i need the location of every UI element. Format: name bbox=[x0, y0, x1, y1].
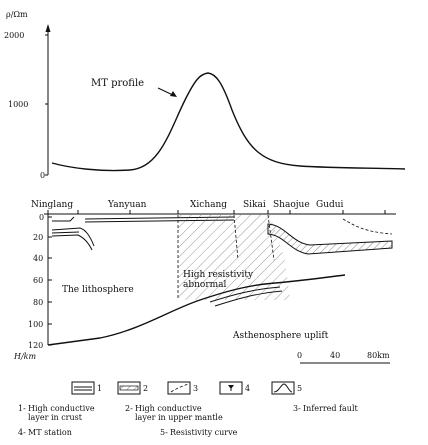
legend-item-5-line1: Resistivity curve bbox=[170, 428, 238, 437]
station-shaojue: Shaojue bbox=[273, 200, 310, 210]
scale-bar: 0 40 80km bbox=[297, 351, 390, 364]
scale-80km: 80km bbox=[367, 351, 390, 360]
legend-item-2-line1: High conductive bbox=[135, 404, 202, 413]
high-resistivity-zone bbox=[178, 215, 290, 300]
legend-item-1-num: 1- bbox=[18, 404, 26, 413]
legend-item-3-line1: Inferred fault bbox=[303, 404, 358, 413]
resistivity-curve bbox=[51, 72, 406, 172]
station-ninglang: Ninglang bbox=[31, 200, 73, 210]
depth-ticks bbox=[48, 216, 52, 346]
mantle-conductor-right bbox=[267, 223, 393, 255]
resistivity-tick-1000: 1000 bbox=[8, 100, 28, 109]
legend-item-3-num: 3- bbox=[293, 404, 301, 413]
resistivity-tick-0: 0 bbox=[40, 171, 45, 180]
section-panel: 0 20 40 60 80 100 120 H/km The lithosphe… bbox=[13, 210, 396, 364]
station-yanyuan: Yanyuan bbox=[107, 200, 147, 210]
label-high-resistivity-1: High resistivity bbox=[183, 270, 254, 280]
resistivity-axis-unit: ρ/Ωm bbox=[6, 10, 28, 19]
legend-number-3: 3 bbox=[193, 384, 198, 393]
depth-tick-80: 80 bbox=[33, 298, 43, 307]
depth-unit: H/km bbox=[13, 352, 37, 361]
legend-item-2-num: 2- bbox=[125, 404, 133, 413]
legend-symbol-2 bbox=[117, 381, 141, 395]
label-lithosphere: The lithosphere bbox=[62, 285, 134, 295]
left-conductor-top bbox=[51, 227, 95, 247]
legend-item-2-line2: layer in upper mantle bbox=[135, 413, 223, 422]
left-conductor-bottom bbox=[51, 234, 93, 251]
depth-tick-120: 120 bbox=[28, 341, 43, 350]
legend-symbol-1 bbox=[71, 381, 95, 395]
mt-profile-label: MT profile bbox=[91, 78, 144, 89]
resistivity-axis-arrow bbox=[45, 24, 51, 32]
legend-number-5: 5 bbox=[297, 384, 302, 393]
resistivity-tick-2000: 2000 bbox=[4, 31, 24, 40]
depth-tick-40: 40 bbox=[33, 254, 43, 263]
legend-symbol-4 bbox=[219, 381, 243, 395]
legend-symbol-3 bbox=[167, 381, 191, 395]
depth-tick-0: 0 bbox=[39, 213, 44, 222]
label-asthenosphere-uplift: Asthenosphere uplift bbox=[232, 331, 329, 341]
station-gudui: Gudui bbox=[316, 200, 344, 210]
legend-symbol-5 bbox=[271, 381, 295, 395]
asthenosphere-boundary bbox=[47, 274, 346, 346]
legend-item-4-line1: MT station bbox=[28, 428, 72, 437]
inferred-fault-middle bbox=[233, 214, 239, 261]
legend-item-1-line1: High conductive bbox=[28, 404, 95, 413]
legend-number-1: 1 bbox=[97, 384, 102, 393]
station-sikai: Sikai bbox=[243, 200, 266, 210]
depth-tick-60: 60 bbox=[33, 276, 43, 285]
inferred-fault-right bbox=[267, 214, 275, 261]
legend-number-2: 2 bbox=[143, 384, 148, 393]
legend-item-5-num: 5- bbox=[160, 428, 168, 437]
legend-number-4: 4 bbox=[245, 384, 250, 393]
legend: 1 2 3 4 5 1- High conductive layer in cr… bbox=[18, 381, 358, 437]
legend-item-4-num: 4- bbox=[18, 428, 26, 437]
inferred-fault-east bbox=[342, 218, 393, 235]
legend-item-1-line2: layer in crust bbox=[28, 413, 83, 422]
label-high-resistivity-2: abnormal bbox=[183, 280, 227, 290]
scale-40: 40 bbox=[330, 351, 340, 360]
station-markers bbox=[47, 210, 386, 214]
depth-tick-20: 20 bbox=[33, 233, 43, 242]
scale-0: 0 bbox=[297, 351, 302, 360]
resistivity-panel: ρ/Ωm 2000 1000 0 MT profile bbox=[4, 10, 406, 180]
depth-tick-100: 100 bbox=[28, 320, 43, 329]
station-xichang: Xichang bbox=[190, 200, 227, 210]
station-labels: Ninglang Yanyuan Xichang Sikai Shaojue G… bbox=[31, 200, 344, 210]
